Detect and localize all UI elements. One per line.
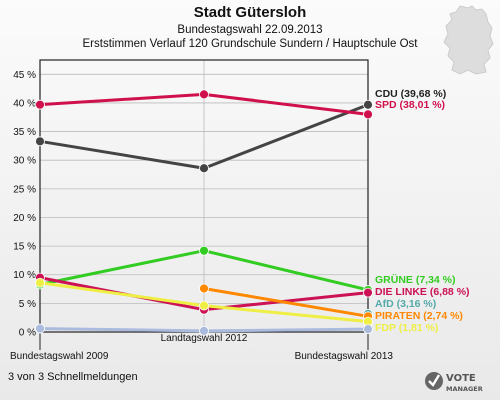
footer-status: 3 von 3 Schnellmeldungen xyxy=(8,371,138,383)
data-point xyxy=(363,287,373,298)
legend: CDU (39,68 %)SPD (38,01 %) GRÜNE (7,34 %)… xyxy=(375,88,470,334)
legend-label: FDP (1,81 %) xyxy=(375,322,438,334)
data-point xyxy=(363,324,373,335)
series-spd xyxy=(35,89,373,120)
y-axis: 0 % 5 % 10 % 15 % 20 % 25 % 30 % 35 % 40 % 45 % xyxy=(13,70,36,339)
chart-subtitle: Bundestagswahl 22.09.2013 xyxy=(177,24,323,36)
series-cdu xyxy=(35,99,373,174)
chart-subtitle-detail: Erststimmen Verlauf 120 Grundschule Sund… xyxy=(82,38,418,50)
data-point xyxy=(199,300,209,311)
legend-label: AfD (3,16 %) xyxy=(375,298,436,310)
chart-title: Stadt Gütersloh xyxy=(193,4,307,21)
data-point xyxy=(35,277,45,288)
legend-label: PIRATEN (2,74 %) xyxy=(375,310,463,322)
data-point xyxy=(199,245,209,256)
series-line xyxy=(203,287,369,318)
logo-line2: MANAGER xyxy=(446,385,483,393)
y-tick-label: 35 % xyxy=(13,127,36,138)
series-fdp xyxy=(35,277,373,327)
data-point xyxy=(199,325,209,336)
y-tick-label: 20 % xyxy=(13,213,36,224)
data-point xyxy=(363,109,373,120)
y-tick-label: 45 % xyxy=(13,70,36,81)
y-tick-label: 30 % xyxy=(13,156,36,167)
data-point xyxy=(35,136,45,147)
y-tick-label: 15 % xyxy=(13,242,36,253)
legend-label: SPD (38,01 %) xyxy=(375,99,445,111)
y-tick-label: 40 % xyxy=(13,98,36,109)
x-tick-label: Bundestagswahl 2013 xyxy=(295,351,394,362)
votemanager-logo: VOTE MANAGER xyxy=(425,372,483,393)
germany-map-icon xyxy=(443,5,494,75)
y-tick-label: 5 % xyxy=(19,299,36,310)
data-point xyxy=(199,163,209,174)
x-tick-label: Landtagswahl 2012 xyxy=(161,333,248,344)
legend-label: GRÜNE (7,34 %) xyxy=(375,273,456,286)
y-tick-label: 25 % xyxy=(13,184,36,195)
x-axis: Bundestagswahl 2009 Landtagswahl 2012 Bund… xyxy=(10,332,393,362)
series-piraten xyxy=(199,283,373,322)
series-sonstige xyxy=(35,323,373,336)
series-group xyxy=(35,89,373,336)
legend-label: CDU (39,68 %) xyxy=(375,88,446,100)
data-point xyxy=(35,323,45,334)
data-point xyxy=(363,99,373,110)
x-tick-label: Bundestagswahl 2009 xyxy=(10,351,109,362)
data-point xyxy=(35,99,45,110)
data-point xyxy=(199,89,209,100)
logo-line1: VOTE xyxy=(446,373,476,384)
data-point xyxy=(199,283,209,294)
legend-label: DIE LINKE (6,88 %) xyxy=(375,286,470,298)
y-tick-label: 0 % xyxy=(19,328,36,339)
y-tick-label: 10 % xyxy=(13,270,36,281)
